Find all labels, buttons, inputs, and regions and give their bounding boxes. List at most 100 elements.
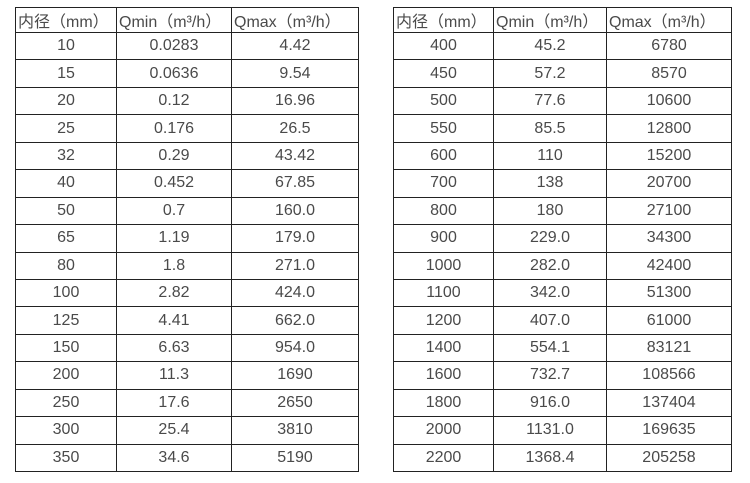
table-row: 125 4.41 662.0: [15, 306, 359, 335]
table-cell: 15: [15, 59, 117, 88]
table-cell: 25: [15, 114, 117, 143]
table-cell: 500: [393, 86, 494, 116]
table-cell: 125: [15, 306, 117, 335]
table-cell: 61000: [606, 306, 732, 335]
table-cell: 3810: [231, 416, 359, 445]
table-cell: 110: [493, 141, 607, 171]
table-cell: 4.42: [231, 31, 359, 61]
table-cell: 300: [15, 416, 117, 445]
table-cell: 77.6: [493, 86, 607, 116]
table-row: 450 57.2 8570: [393, 59, 732, 88]
table-row: 400 45.2 6780: [393, 31, 732, 61]
table-cell: 550: [393, 114, 494, 143]
table-cell: 15200: [606, 141, 732, 171]
table-cell: 2000: [393, 416, 494, 445]
header-qmin: Qmin（m³/h）: [493, 7, 607, 33]
table-cell: 2.82: [116, 278, 232, 308]
table-header-row: 内径（mm） Qmin（m³/h） Qmax（m³/h）: [393, 7, 732, 33]
table-cell: 424.0: [231, 278, 359, 308]
table-row: 150 6.63 954.0: [15, 333, 359, 363]
table-cell: 700: [393, 169, 494, 198]
table-row: 700 138 20700: [393, 169, 732, 198]
table-cell: 169635: [606, 416, 732, 445]
table-cell: 1131.0: [493, 416, 607, 445]
table-cell: 180: [493, 196, 607, 226]
table-cell: 1200: [393, 306, 494, 335]
table-cell: 342.0: [493, 278, 607, 308]
table-cell: 0.29: [116, 141, 232, 171]
table-cell: 0.452: [116, 169, 232, 198]
table-cell: 0.7: [116, 196, 232, 226]
table-cell: 160.0: [231, 196, 359, 226]
table-row: 250 17.6 2650: [15, 388, 359, 418]
table-row: 15 0.0636 9.54: [15, 59, 359, 88]
table-row: 25 0.176 26.5: [15, 114, 359, 143]
table-cell: 1368.4: [493, 443, 607, 473]
table-cell: 2200: [393, 443, 494, 473]
table-cell: 32: [15, 141, 117, 171]
table-cell: 400: [393, 31, 494, 61]
table-row: 20 0.12 16.96: [15, 86, 359, 116]
table-cell: 732.7: [493, 361, 607, 390]
header-qmin: Qmin（m³/h）: [116, 7, 232, 33]
header-inner-diameter: 内径（mm）: [15, 7, 117, 33]
table-cell: 6.63: [116, 333, 232, 363]
table-row: 32 0.29 43.42: [15, 141, 359, 171]
table-row: 550 85.5 12800: [393, 114, 732, 143]
table-cell: 450: [393, 59, 494, 88]
table-row: 40 0.452 67.85: [15, 169, 359, 198]
table-cell: 138: [493, 169, 607, 198]
table-cell: 4.41: [116, 306, 232, 335]
table-cell: 200: [15, 361, 117, 390]
table-cell: 1690: [231, 361, 359, 390]
table-cell: 600: [393, 141, 494, 171]
table-row: 1600 732.7 108566: [393, 361, 732, 390]
table-cell: 1.8: [116, 251, 232, 280]
table-cell: 1000: [393, 251, 494, 280]
table-cell: 407.0: [493, 306, 607, 335]
table-row: 80 1.8 271.0: [15, 251, 359, 280]
table-cell: 1.19: [116, 224, 232, 253]
table-cell: 27100: [606, 196, 732, 226]
table-cell: 16.96: [231, 86, 359, 116]
table-row: 600 110 15200: [393, 141, 732, 171]
table-cell: 51300: [606, 278, 732, 308]
table-cell: 10600: [606, 86, 732, 116]
table-row: 10 0.0283 4.42: [15, 31, 359, 61]
table-cell: 150: [15, 333, 117, 363]
table-row: 800 180 27100: [393, 196, 732, 226]
table-cell: 900: [393, 224, 494, 253]
table-cell: 1800: [393, 388, 494, 418]
table-cell: 800: [393, 196, 494, 226]
table-cell: 100: [15, 278, 117, 308]
table-cell: 17.6: [116, 388, 232, 418]
table-cell: 0.12: [116, 86, 232, 116]
table-cell: 8570: [606, 59, 732, 88]
table-row: 1100 342.0 51300: [393, 278, 732, 308]
header-qmax: Qmax（m³/h）: [606, 7, 732, 33]
table-cell: 80: [15, 251, 117, 280]
table-cell: 57.2: [493, 59, 607, 88]
table-cell: 45.2: [493, 31, 607, 61]
flow-spec-tables: 内径（mm） Qmin（m³/h） Qmax（m³/h） 10 0.0283 4.4…: [15, 7, 732, 473]
table-row: 2000 1131.0 169635: [393, 416, 732, 445]
table-cell: 40: [15, 169, 117, 198]
table-cell: 0.0283: [116, 31, 232, 61]
table-row: 1200 407.0 61000: [393, 306, 732, 335]
table-cell: 662.0: [231, 306, 359, 335]
table-cell: 0.176: [116, 114, 232, 143]
table-cell: 67.85: [231, 169, 359, 198]
table-cell: 229.0: [493, 224, 607, 253]
table-row: 1000 282.0 42400: [393, 251, 732, 280]
table-row: 1400 554.1 83121: [393, 333, 732, 363]
table-row: 1800 916.0 137404: [393, 388, 732, 418]
table-cell: 83121: [606, 333, 732, 363]
table-cell: 554.1: [493, 333, 607, 363]
small-diameter-flow-table: 内径（mm） Qmin（m³/h） Qmax（m³/h） 10 0.0283 4.4…: [15, 7, 359, 473]
table-cell: 1400: [393, 333, 494, 363]
header-qmax: Qmax（m³/h）: [231, 7, 359, 33]
table-row: 500 77.6 10600: [393, 86, 732, 116]
table-cell: 916.0: [493, 388, 607, 418]
table-row: 50 0.7 160.0: [15, 196, 359, 226]
table-cell: 1600: [393, 361, 494, 390]
